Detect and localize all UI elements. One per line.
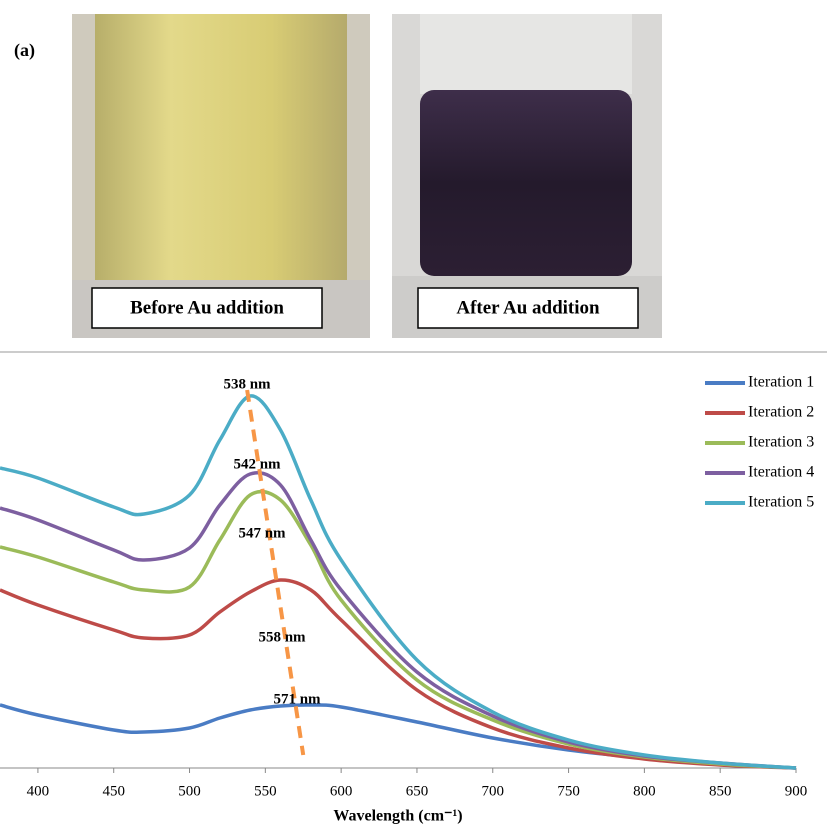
x-tick-label: 900 (785, 783, 808, 799)
legend-label: Iteration 1 (748, 374, 814, 391)
x-tick-label: 550 (254, 783, 277, 799)
series-line (0, 394, 797, 770)
photo-before: Before Au addition (72, 14, 370, 338)
x-tick-label: 800 (633, 783, 656, 799)
legend-label: Iteration 2 (748, 404, 814, 421)
x-tick-label: 400 (27, 783, 50, 799)
series-line (0, 489, 797, 770)
legend-label: Iteration 4 (748, 464, 814, 481)
panel-label: (a) (14, 40, 35, 61)
peak-label: 558 nm (258, 629, 306, 645)
x-tick-label: 850 (709, 783, 732, 799)
photo-caption: After Au addition (456, 297, 600, 318)
x-tick-label: 650 (406, 783, 429, 799)
legend-label: Iteration 5 (748, 494, 814, 511)
legend-label: Iteration 3 (748, 434, 814, 451)
photo-after: After Au addition (392, 14, 662, 338)
series-line (0, 471, 797, 770)
series-line (0, 578, 797, 770)
x-tick-label: 450 (102, 783, 125, 799)
peak-label: 547 nm (238, 525, 286, 541)
x-axis-label: Wavelength (cm⁻¹) (333, 808, 462, 825)
trend-line (245, 389, 306, 756)
x-tick-label: 600 (330, 783, 353, 799)
x-tick-label: 750 (557, 783, 580, 799)
peak-label: 571 nm (273, 691, 321, 707)
x-tick-label: 500 (178, 783, 201, 799)
x-tick-label: 700 (482, 783, 505, 799)
peak-label: 542 nm (233, 456, 281, 472)
peak-label: 538 nm (223, 376, 271, 392)
photo-caption: Before Au addition (130, 297, 284, 318)
